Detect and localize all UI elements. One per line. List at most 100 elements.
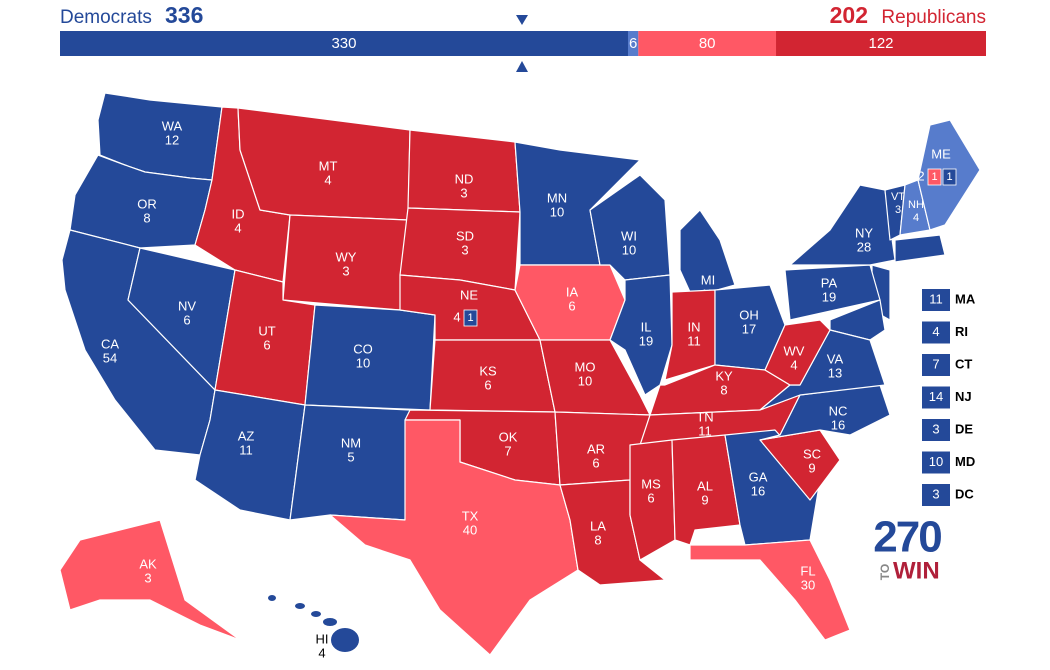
- state-abbr: CA: [101, 336, 119, 351]
- state-votes: 10: [578, 373, 592, 388]
- state-votes: 4: [790, 357, 797, 372]
- state-abbr: IL: [641, 319, 652, 334]
- state-abbr: NV: [178, 298, 196, 313]
- district-votes: 1: [931, 171, 937, 183]
- state-shape[interactable]: [268, 595, 276, 601]
- state-shape[interactable]: [629, 439, 676, 561]
- district-votes: 1: [467, 312, 473, 324]
- small-state-votes: 10: [929, 454, 943, 469]
- state-votes: 4: [234, 220, 241, 235]
- state-shape[interactable]: [894, 234, 946, 263]
- bar-label: 330: [331, 35, 356, 52]
- state-shape[interactable]: [679, 209, 736, 293]
- small-state-abbr: RI: [955, 324, 968, 339]
- state-abbr: ND: [455, 171, 474, 186]
- small-state-box[interactable]: [922, 451, 950, 474]
- state-shape[interactable]: [539, 339, 651, 416]
- small-state-box[interactable]: [922, 321, 950, 344]
- small-state-votes: 7: [932, 356, 939, 371]
- bar-segment: [776, 31, 986, 56]
- rep-total: 202: [830, 2, 868, 28]
- state-abbr: IA: [566, 284, 579, 299]
- state-votes: 8: [594, 532, 601, 547]
- majority-marker: [516, 61, 528, 72]
- logo-win: WIN: [893, 557, 940, 584]
- district-box[interactable]: [463, 309, 478, 327]
- bar-label: 122: [868, 35, 893, 52]
- small-state-box[interactable]: [922, 484, 950, 506]
- small-state-abbr: MD: [955, 454, 975, 469]
- small-state-votes: 14: [929, 389, 943, 404]
- state-votes: 19: [822, 289, 836, 304]
- state-votes: 10: [356, 355, 370, 370]
- small-state-box[interactable]: [922, 386, 950, 409]
- state-abbr: KS: [479, 363, 497, 378]
- state-shape[interactable]: [789, 184, 896, 266]
- state-abbr: WY: [336, 249, 357, 264]
- majority-marker: [516, 15, 528, 25]
- state-abbr: WV: [784, 343, 805, 358]
- state-shape[interactable]: [304, 304, 436, 411]
- state-abbr: MO: [575, 359, 596, 374]
- state-abbr: TN: [696, 409, 713, 424]
- state-votes: 13: [828, 365, 842, 380]
- state-abbr: PA: [821, 275, 838, 290]
- state-votes: 7: [504, 443, 511, 458]
- state-votes: 8: [720, 382, 727, 397]
- state-votes: 16: [831, 417, 845, 432]
- state-shape[interactable]: [664, 289, 716, 381]
- state-votes: 4: [324, 172, 331, 187]
- state-abbr: VA: [827, 351, 844, 366]
- state-abbr: CO: [353, 341, 373, 356]
- state-abbr: UT: [258, 323, 275, 338]
- state-abbr: MS: [641, 476, 661, 491]
- dem-label: Democrats: [60, 7, 152, 28]
- state-abbr: AZ: [238, 428, 255, 443]
- state-shape[interactable]: [784, 264, 881, 321]
- state-votes: 4: [453, 309, 460, 324]
- state-abbr: OK: [499, 429, 518, 444]
- state-abbr: HI: [316, 631, 329, 646]
- state-shape[interactable]: [331, 628, 359, 652]
- state-abbr: WI: [621, 228, 637, 243]
- small-state-box[interactable]: [922, 289, 950, 311]
- state-abbr: MT: [319, 158, 338, 173]
- state-abbr: MN: [547, 190, 567, 205]
- bar-label: 80: [699, 35, 716, 52]
- bar-segment: [627, 31, 639, 56]
- state-shape[interactable]: [829, 299, 886, 341]
- state-abbr: AL: [697, 478, 713, 493]
- state-votes: 28: [857, 239, 871, 254]
- small-state-abbr: NJ: [955, 389, 972, 404]
- state-abbr: TX: [462, 508, 479, 523]
- state-shape[interactable]: [329, 419, 579, 656]
- state-shape[interactable]: [609, 274, 673, 396]
- state-abbr: ME: [931, 146, 951, 161]
- state-shape[interactable]: [59, 519, 241, 641]
- state-shape[interactable]: [764, 319, 831, 386]
- state-abbr: NE: [460, 287, 478, 302]
- small-state-votes: 4: [932, 324, 939, 339]
- state-shape[interactable]: [323, 618, 337, 626]
- state-votes: 3: [144, 570, 151, 585]
- small-state-abbr: DE: [955, 421, 973, 436]
- state-votes: 9: [701, 492, 708, 507]
- state-abbr: OH: [739, 307, 759, 322]
- small-state-box[interactable]: [922, 419, 950, 441]
- state-shape[interactable]: [689, 539, 851, 641]
- state-abbr: LA: [590, 518, 606, 533]
- district-box[interactable]: [927, 168, 942, 186]
- state-votes: 2: [917, 168, 924, 183]
- state-votes: 9: [808, 460, 815, 475]
- small-state-box[interactable]: [922, 354, 950, 376]
- state-abbr: KY: [715, 368, 733, 383]
- small-state-votes: 11: [929, 291, 943, 306]
- district-box[interactable]: [942, 168, 957, 186]
- state-votes: 11: [698, 423, 712, 438]
- bar-segment: [60, 31, 628, 56]
- state-shape[interactable]: [311, 611, 321, 617]
- state-abbr: SC: [803, 446, 821, 461]
- state-abbr: MI: [701, 272, 715, 287]
- state-shape[interactable]: [295, 603, 305, 609]
